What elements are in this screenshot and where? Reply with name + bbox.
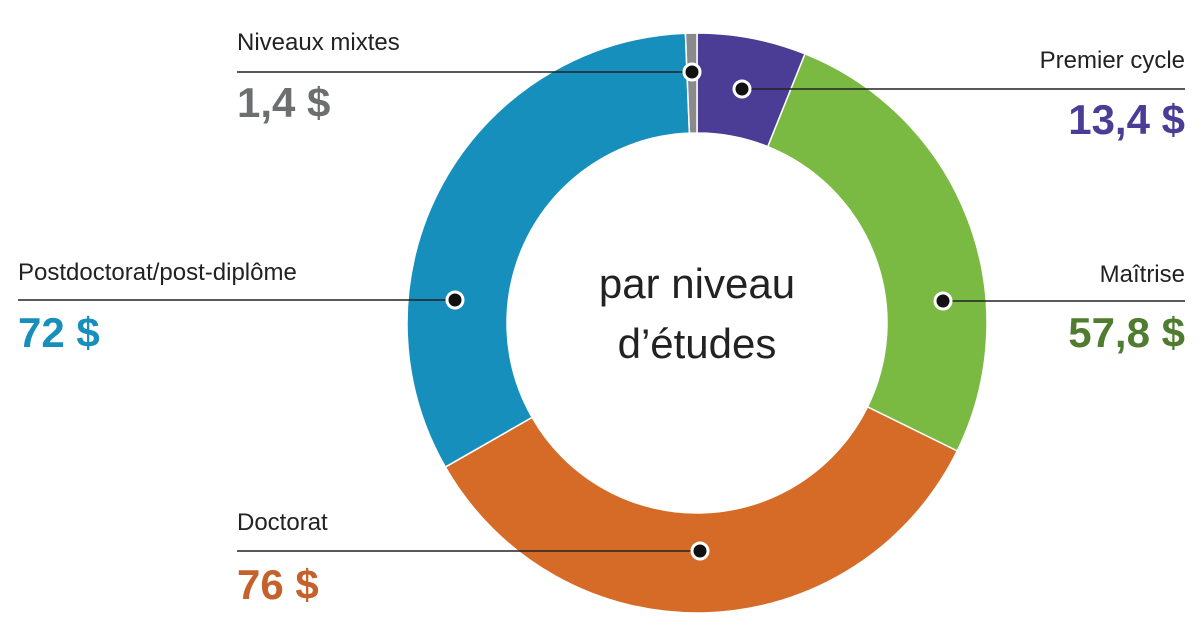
center-text: d’études [618,320,777,367]
value-label: 76 $ [237,561,319,608]
leader-dot [682,62,702,82]
value-label: 57,8 $ [1068,309,1185,356]
slice [444,405,959,614]
leader-dot [690,541,710,561]
value-label: 13,4 $ [1068,96,1185,143]
leader-dot [445,290,465,310]
leader-dot [933,291,953,311]
value-label: 72 $ [18,309,100,356]
value-label: 1,4 $ [237,79,330,126]
category-label: Premier cycle [1040,47,1185,74]
slice [684,32,698,134]
category-label: Maîtrise [1100,261,1185,288]
slice [766,52,988,453]
category-label: Niveaux mixtes [237,29,400,56]
category-label: Doctorat [237,509,328,536]
slice [406,32,691,469]
category-label: Postdoctorat/post-diplôme [18,259,297,286]
leader-dot [732,79,752,99]
center-text: par niveau [599,260,795,307]
